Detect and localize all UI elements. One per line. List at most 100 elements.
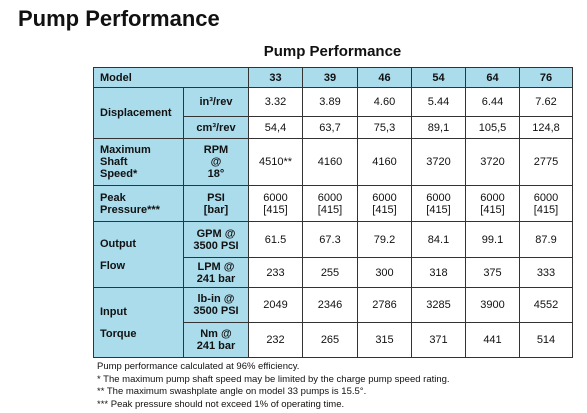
value-lines: 3.32 bbox=[252, 96, 299, 108]
unit-label: LPM @ bbox=[197, 260, 235, 273]
unit-label: lb-in @ bbox=[197, 293, 235, 305]
data-row: Maximum Shaft Speed* RPM @18° 4510** 4160 4160 3… bbox=[93, 138, 573, 186]
value: [415] bbox=[480, 203, 505, 216]
value-cell: 4510** bbox=[248, 138, 303, 186]
value-cell: 371 bbox=[411, 322, 466, 358]
column-header: 46 bbox=[357, 67, 412, 88]
value-cell: 4552 bbox=[519, 287, 573, 323]
value: 315 bbox=[375, 334, 394, 346]
value: 124,8 bbox=[532, 121, 560, 134]
unit-label: 3500 PSI bbox=[193, 239, 239, 252]
value: 87.9 bbox=[535, 233, 557, 246]
value-lines: 265 bbox=[306, 334, 354, 346]
value-lines: 6000 [415] bbox=[469, 192, 516, 216]
value: 3.32 bbox=[264, 96, 287, 108]
unit-label: 241 bar bbox=[196, 272, 236, 285]
value: 7.62 bbox=[535, 96, 557, 108]
value-lines: 333 bbox=[523, 267, 569, 279]
column-header: 33 bbox=[248, 67, 303, 88]
value-cell: 75,3 bbox=[357, 116, 412, 139]
unit-cell: Nm @241 bar bbox=[183, 322, 249, 358]
row-label: Input bbox=[100, 305, 127, 318]
unit-cell: GPM @3500 PSI bbox=[183, 221, 249, 258]
value: 2049 bbox=[263, 299, 288, 311]
value-cell: 441 bbox=[465, 322, 520, 358]
unit-label: in³/rev bbox=[199, 96, 233, 108]
value: 5.44 bbox=[427, 96, 450, 108]
value: 6.44 bbox=[481, 96, 504, 108]
value: 61.5 bbox=[264, 233, 287, 246]
value-lines: 3720 bbox=[469, 156, 516, 168]
value: 2346 bbox=[317, 299, 343, 311]
value: 6000 bbox=[372, 191, 397, 204]
row-label: Peak bbox=[100, 191, 126, 204]
unit-cell: RPM @18° bbox=[183, 138, 249, 186]
value: 84.1 bbox=[427, 233, 450, 246]
value-cell: 87.9 bbox=[519, 221, 573, 258]
value-lines: 89,1 bbox=[415, 122, 462, 134]
unit-label-lines: LPM @241 bar bbox=[187, 261, 245, 285]
row-label-cell: Maximum Shaft Speed* bbox=[93, 138, 184, 186]
value: 6000 bbox=[426, 191, 451, 204]
value-cell: 4.60 bbox=[357, 87, 412, 117]
column-header: Model bbox=[93, 67, 249, 88]
value-cell: 89,1 bbox=[411, 116, 466, 139]
value: 371 bbox=[429, 334, 448, 346]
value: 375 bbox=[483, 266, 502, 279]
value-cell: 375 bbox=[465, 257, 520, 288]
value-cell: 255 bbox=[302, 257, 358, 288]
value-cell: 232 bbox=[248, 322, 303, 358]
unit-label-lines: Nm @241 bar bbox=[187, 328, 245, 352]
data-row: Peak Pressure*** PSI [bar] 6000 [415] 6000 [415… bbox=[93, 185, 573, 222]
performance-table: Model 33 39 46 54 64 76 Displacement in³/rev 3.32… bbox=[93, 67, 573, 358]
value-cell: 6000 [415] bbox=[302, 185, 358, 222]
data-row: Input Torque lb-in @3500 PSI 2049 2346 2786 32… bbox=[93, 287, 573, 358]
value-lines: 3285 bbox=[415, 299, 462, 311]
value-cell: 233 bbox=[248, 257, 303, 288]
data-row: LPM @241 bar 233 255 300 318 375 333 bbox=[94, 257, 573, 288]
value-cell: 2346 bbox=[302, 287, 358, 323]
value-cell: 3.89 bbox=[302, 87, 358, 117]
row-label-lines: Peak Pressure*** bbox=[100, 192, 180, 216]
value-cell: 63,7 bbox=[302, 116, 358, 139]
unit-label-lines: GPM @3500 PSI bbox=[187, 228, 245, 252]
column-header: 54 bbox=[411, 67, 466, 88]
value-cell: 3.32 bbox=[248, 87, 303, 117]
footnote: Pump performance calculated at 96% effic… bbox=[97, 361, 300, 372]
unit-label: PSI bbox=[207, 191, 225, 204]
value-cell: 105,5 bbox=[465, 116, 520, 139]
value: [415] bbox=[426, 203, 451, 216]
value-lines: 99.1 bbox=[469, 234, 516, 246]
value-cell: 3720 bbox=[411, 138, 466, 186]
value: [415] bbox=[263, 203, 288, 216]
value-cell: 3900 bbox=[465, 287, 520, 323]
value-lines: 4.60 bbox=[361, 96, 408, 108]
unit-label-lines: PSI [bar] bbox=[187, 192, 245, 216]
value: 3.89 bbox=[319, 96, 341, 108]
page-title: Pump Performance bbox=[18, 6, 220, 31]
value-lines: 441 bbox=[469, 334, 516, 346]
unit-label: Nm @ bbox=[200, 328, 232, 340]
value: 2786 bbox=[372, 299, 397, 311]
value: 6000 bbox=[480, 191, 505, 204]
row-label-cell: Output Flow bbox=[93, 221, 184, 288]
value: 233 bbox=[266, 266, 285, 279]
value: 3720 bbox=[426, 156, 451, 168]
footnotes: Pump performance calculated at 96% effic… bbox=[97, 361, 450, 411]
value-cell: 99.1 bbox=[465, 221, 520, 258]
value: 2775 bbox=[533, 156, 559, 168]
value: 318 bbox=[429, 266, 448, 279]
value-cell: 4160 bbox=[302, 138, 358, 186]
column-header: 64 bbox=[465, 67, 520, 88]
value: 105,5 bbox=[478, 121, 507, 134]
value-lines: 255 bbox=[306, 267, 354, 279]
value-lines: 514 bbox=[523, 334, 569, 346]
value-lines: 6000 [415] bbox=[523, 192, 569, 216]
value-lines: 4160 bbox=[306, 156, 354, 168]
value-cell: 79.2 bbox=[357, 221, 412, 258]
value: 3900 bbox=[480, 299, 505, 311]
value-cell: 67.3 bbox=[302, 221, 358, 258]
row-label-lines: Maximum Shaft Speed* bbox=[100, 144, 180, 180]
value: 6000 bbox=[263, 191, 288, 204]
value-lines: 4552 bbox=[523, 299, 569, 311]
